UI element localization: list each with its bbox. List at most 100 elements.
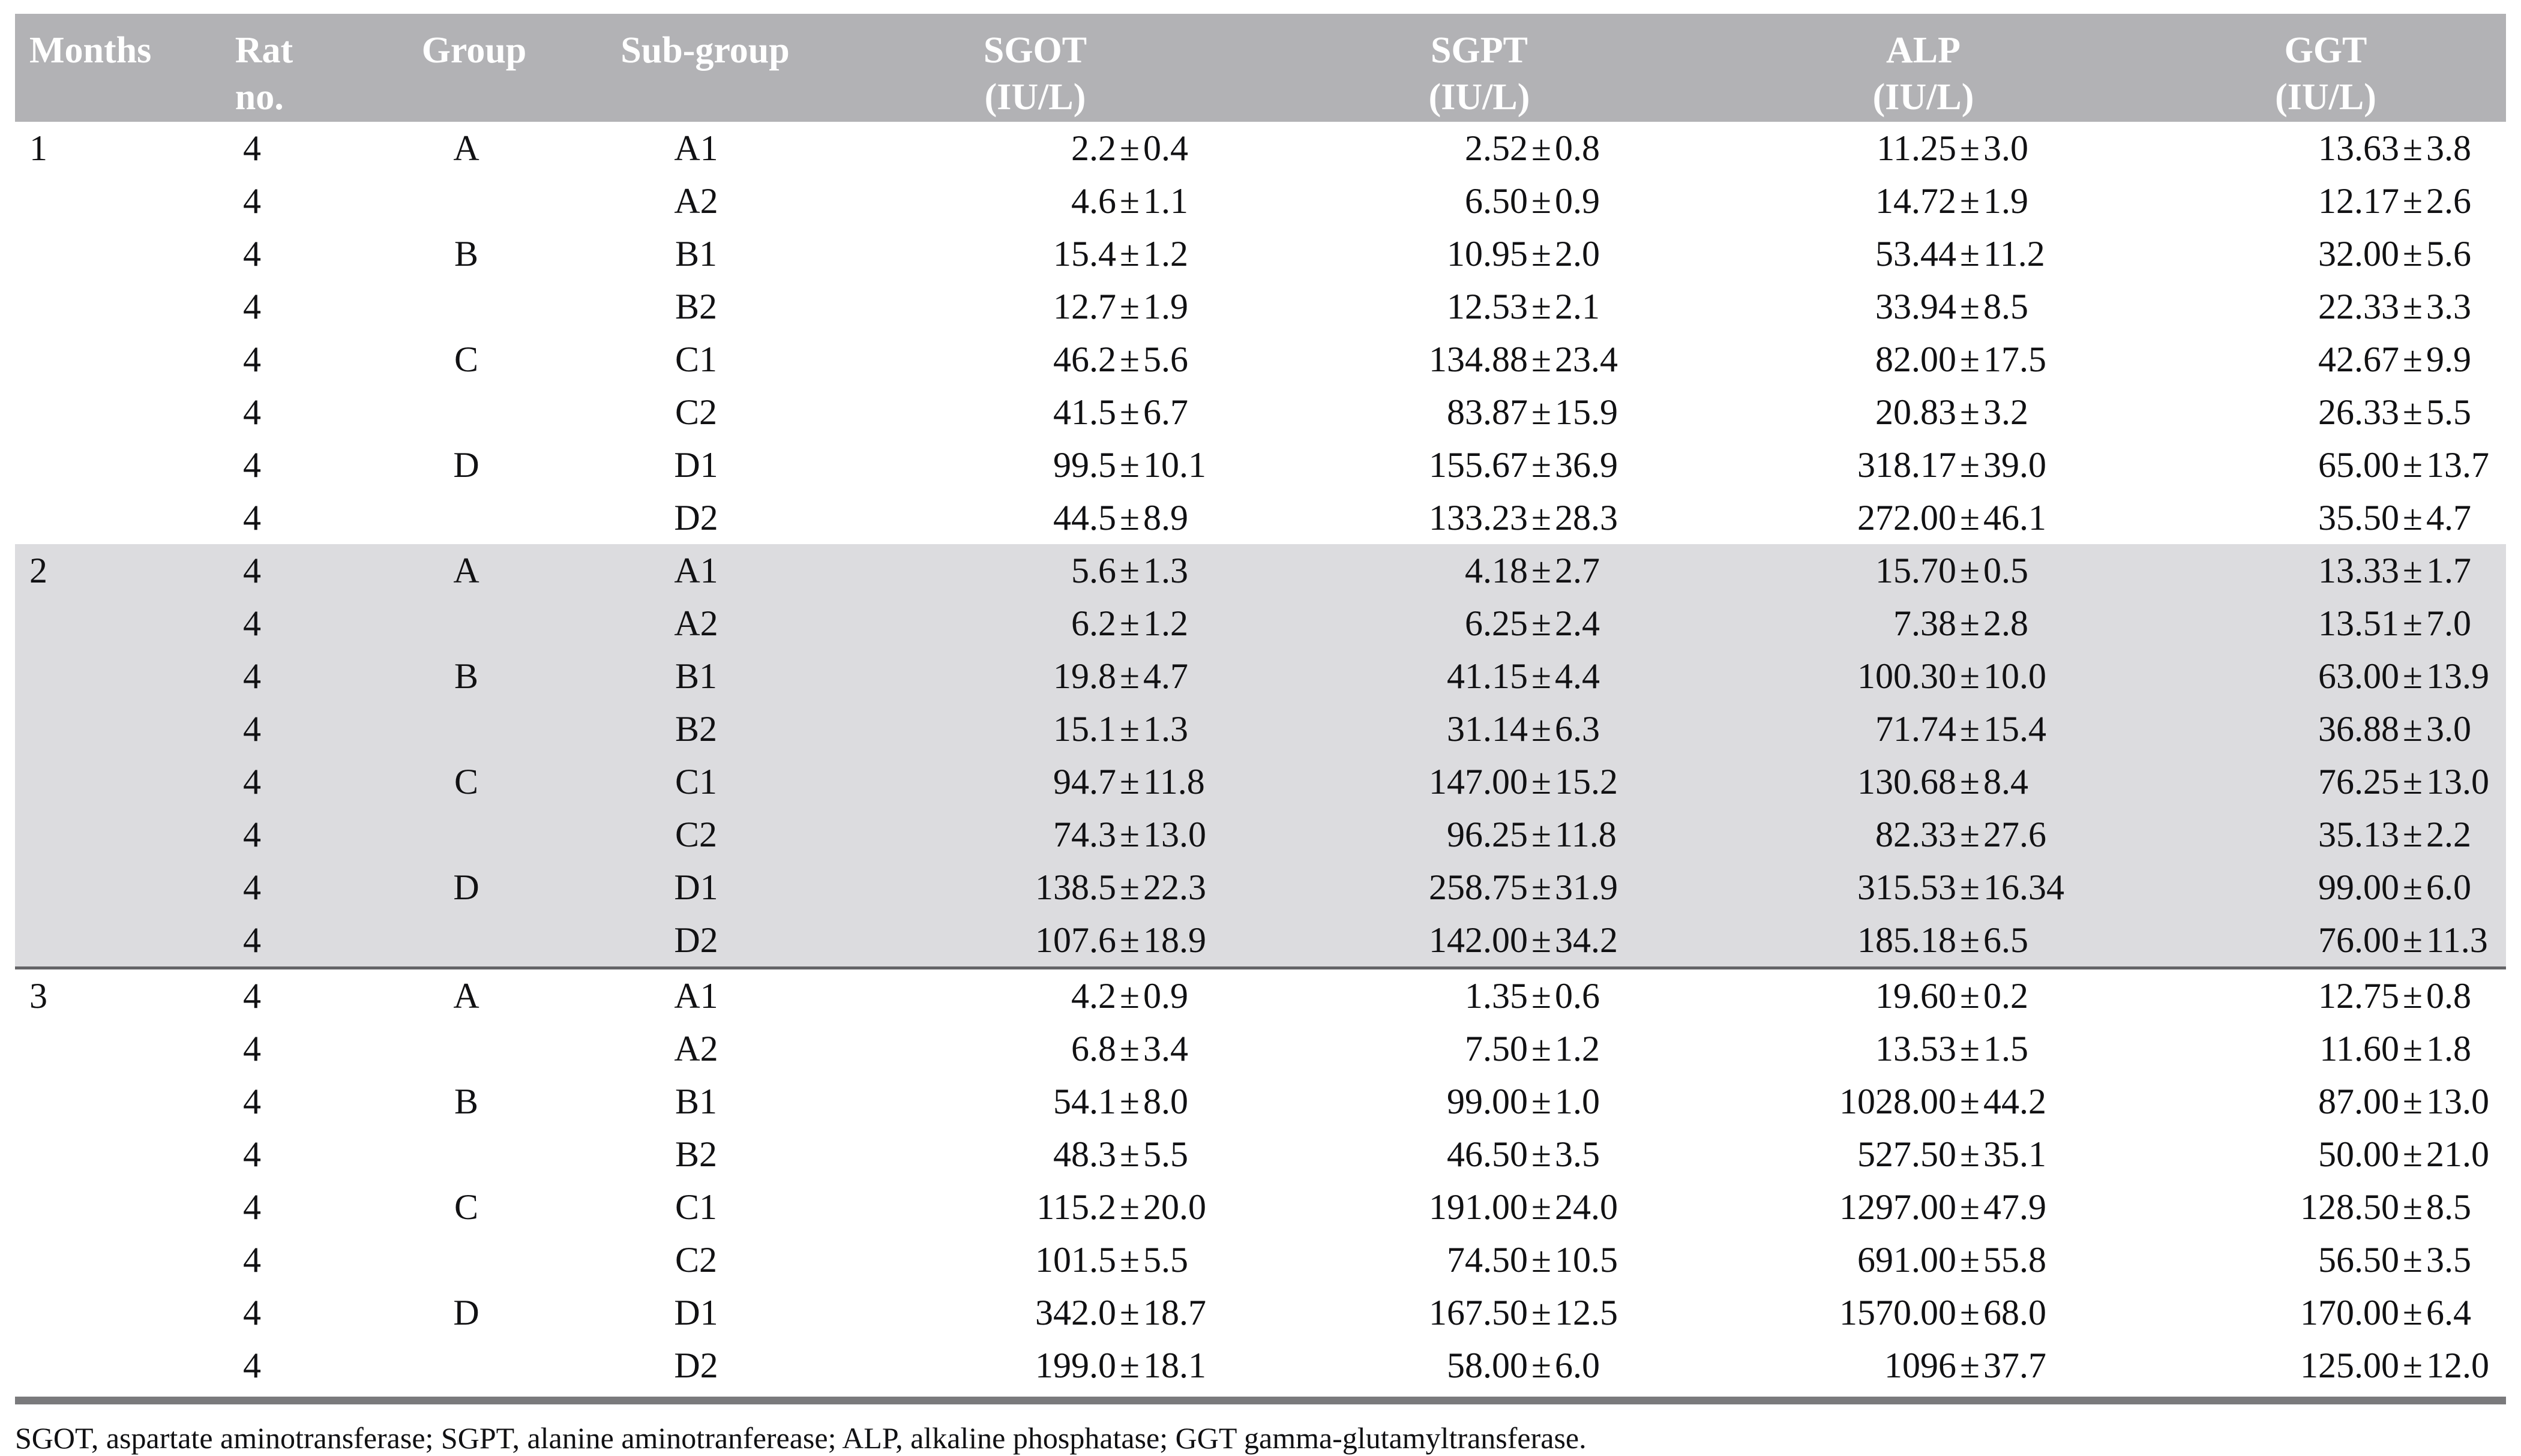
sgpt-sd: 2.7 xyxy=(1555,551,1600,590)
plus-minus-symbol: ± xyxy=(1960,1082,1980,1121)
plus-minus-symbol: ± xyxy=(2403,709,2423,749)
liver-enzymes-table: Months Rat no. Group Sub-group SGOT (IU/L) SGPT… xyxy=(15,14,2506,1456)
header-line: (IU/L) xyxy=(1872,77,1974,118)
cell-sgot: 6.8 ±3.4 xyxy=(813,1022,1257,1075)
sgpt-mean: 4.18 xyxy=(1465,551,1528,590)
ggt-sd: 2.6 xyxy=(2426,181,2471,221)
plus-minus-symbol: ± xyxy=(1120,1029,1140,1068)
cell-subgroup: C2 xyxy=(675,1240,718,1280)
sgot-sd: 1.3 xyxy=(1143,709,1188,749)
sgot-sd: 20.0 xyxy=(1143,1187,1206,1227)
col-header-months: Months xyxy=(15,27,177,121)
plus-minus-symbol: ± xyxy=(1120,815,1140,854)
cell-alp: 82.33 ±27.6 xyxy=(1701,808,2145,861)
table-row: 4 D D1 99.5 ±10.1 155.67 ±36.9 318.17 ±39.0 65.00… xyxy=(15,439,2506,491)
sgpt-mean: 6.50 xyxy=(1465,181,1528,221)
alp-mean: 272.00 xyxy=(1857,498,1956,538)
cell-sgot: 15.1 ±1.3 xyxy=(813,703,1257,755)
plus-minus-symbol: ± xyxy=(1960,445,1980,485)
cell-rat-no: 4 xyxy=(243,551,261,590)
alp-sd: 3.0 xyxy=(1983,128,2028,168)
cell-alp: 82.00 ±17.5 xyxy=(1701,333,2145,386)
cell-alp: 185.18 ±6.5 xyxy=(1701,914,2145,966)
plus-minus-symbol: ± xyxy=(1960,920,1980,960)
sgpt-sd: 1.0 xyxy=(1555,1082,1600,1121)
ggt-sd: 13.0 xyxy=(2426,762,2489,801)
cell-sgpt: 1.35 ±0.6 xyxy=(1257,969,1701,1022)
header-line: Group xyxy=(421,30,527,71)
alp-sd: 16.34 xyxy=(1983,867,2064,907)
sgpt-sd: 31.9 xyxy=(1555,867,1618,907)
cell-alp: 527.50 ±35.1 xyxy=(1701,1128,2145,1181)
ggt-sd: 6.0 xyxy=(2426,867,2471,907)
month-block-2: 2 4 A A1 5.6 ±1.3 4.18 ±2.7 15.70 ±0.5 13.33 ±1.7 4 A… xyxy=(15,544,2506,969)
cell-ggt: 11.60 ±1.8 xyxy=(2145,1022,2506,1075)
alp-sd: 17.5 xyxy=(1983,340,2046,379)
plus-minus-symbol: ± xyxy=(2403,128,2423,168)
plus-minus-symbol: ± xyxy=(1960,1134,1980,1174)
ggt-sd: 3.5 xyxy=(2426,1240,2471,1280)
alp-sd: 8.5 xyxy=(1983,287,2028,326)
plus-minus-symbol: ± xyxy=(2403,551,2423,590)
cell-alp: 53.44 ±11.2 xyxy=(1701,227,2145,280)
plus-minus-symbol: ± xyxy=(1960,340,1980,379)
ggt-mean: 32.00 xyxy=(2318,234,2399,274)
cell-ggt: 170.00 ±6.4 xyxy=(2145,1286,2506,1339)
cell-subgroup: A2 xyxy=(674,181,718,221)
cell-ggt: 12.17 ±2.6 xyxy=(2145,175,2506,227)
cell-rat-no: 4 xyxy=(243,287,261,326)
col-header-sgpt-text: SGPT (IU/L) xyxy=(1257,27,1701,121)
sgpt-mean: 41.15 xyxy=(1447,656,1528,696)
cell-rat-no: 4 xyxy=(243,1293,261,1332)
ggt-sd: 5.6 xyxy=(2426,234,2471,274)
cell-rat-no: 4 xyxy=(243,1187,261,1227)
plus-minus-symbol: ± xyxy=(1960,1346,1980,1385)
alp-mean: 71.74 xyxy=(1875,709,1956,749)
sgot-sd: 8.0 xyxy=(1143,1082,1188,1121)
alp-sd: 44.2 xyxy=(1983,1082,2046,1121)
cell-alp: 19.60 ±0.2 xyxy=(1701,969,2145,1022)
cell-sgpt: 10.95 ±2.0 xyxy=(1257,227,1701,280)
cell-month xyxy=(15,597,177,650)
cell-ggt: 22.33 ±3.3 xyxy=(2145,280,2506,333)
ggt-mean: 76.00 xyxy=(2318,920,2399,960)
alp-mean: 33.94 xyxy=(1875,287,1956,326)
alp-sd: 55.8 xyxy=(1983,1240,2046,1280)
cell-month: 1 xyxy=(29,128,47,168)
alp-sd: 27.6 xyxy=(1983,815,2046,854)
plus-minus-symbol: ± xyxy=(1120,1293,1140,1332)
alp-sd: 39.0 xyxy=(1983,445,2046,485)
cell-ggt: 99.00 ±6.0 xyxy=(2145,861,2506,914)
cell-group: A xyxy=(453,976,479,1016)
cell-month xyxy=(15,1075,177,1128)
plus-minus-symbol: ± xyxy=(1531,340,1551,379)
cell-month xyxy=(15,1022,177,1075)
cell-month xyxy=(15,808,177,861)
plus-minus-symbol: ± xyxy=(1960,1187,1980,1227)
cell-group xyxy=(351,703,597,755)
plus-minus-symbol: ± xyxy=(1120,340,1140,379)
plus-minus-symbol: ± xyxy=(1531,815,1551,854)
plus-minus-symbol: ± xyxy=(1960,867,1980,907)
cell-group xyxy=(351,914,597,966)
cell-alp: 1570.00 ±68.0 xyxy=(1701,1286,2145,1339)
header-line: GGT xyxy=(2284,30,2367,71)
cell-sgot: 101.5 ±5.5 xyxy=(813,1233,1257,1286)
cell-rat-no: 4 xyxy=(243,656,261,696)
cell-sgpt: 258.75 ±31.9 xyxy=(1257,861,1701,914)
ggt-mean: 35.13 xyxy=(2318,815,2399,854)
sgpt-sd: 28.3 xyxy=(1555,498,1618,538)
plus-minus-symbol: ± xyxy=(2403,1346,2423,1385)
sgpt-sd: 15.2 xyxy=(1555,762,1618,801)
cell-group xyxy=(351,491,597,544)
sgot-mean: 4.6 xyxy=(1071,181,1116,221)
cell-month xyxy=(15,1181,177,1233)
sgot-sd: 8.9 xyxy=(1143,498,1188,538)
sgot-sd: 5.5 xyxy=(1143,1240,1188,1280)
cell-sgot: 99.5 ±10.1 xyxy=(813,439,1257,491)
sgpt-mean: 147.00 xyxy=(1429,762,1528,801)
col-header-subgroup: Sub-group xyxy=(597,27,813,121)
plus-minus-symbol: ± xyxy=(2403,1082,2423,1121)
ggt-sd: 7.0 xyxy=(2426,604,2471,643)
alp-mean: 1570.00 xyxy=(1839,1293,1956,1332)
